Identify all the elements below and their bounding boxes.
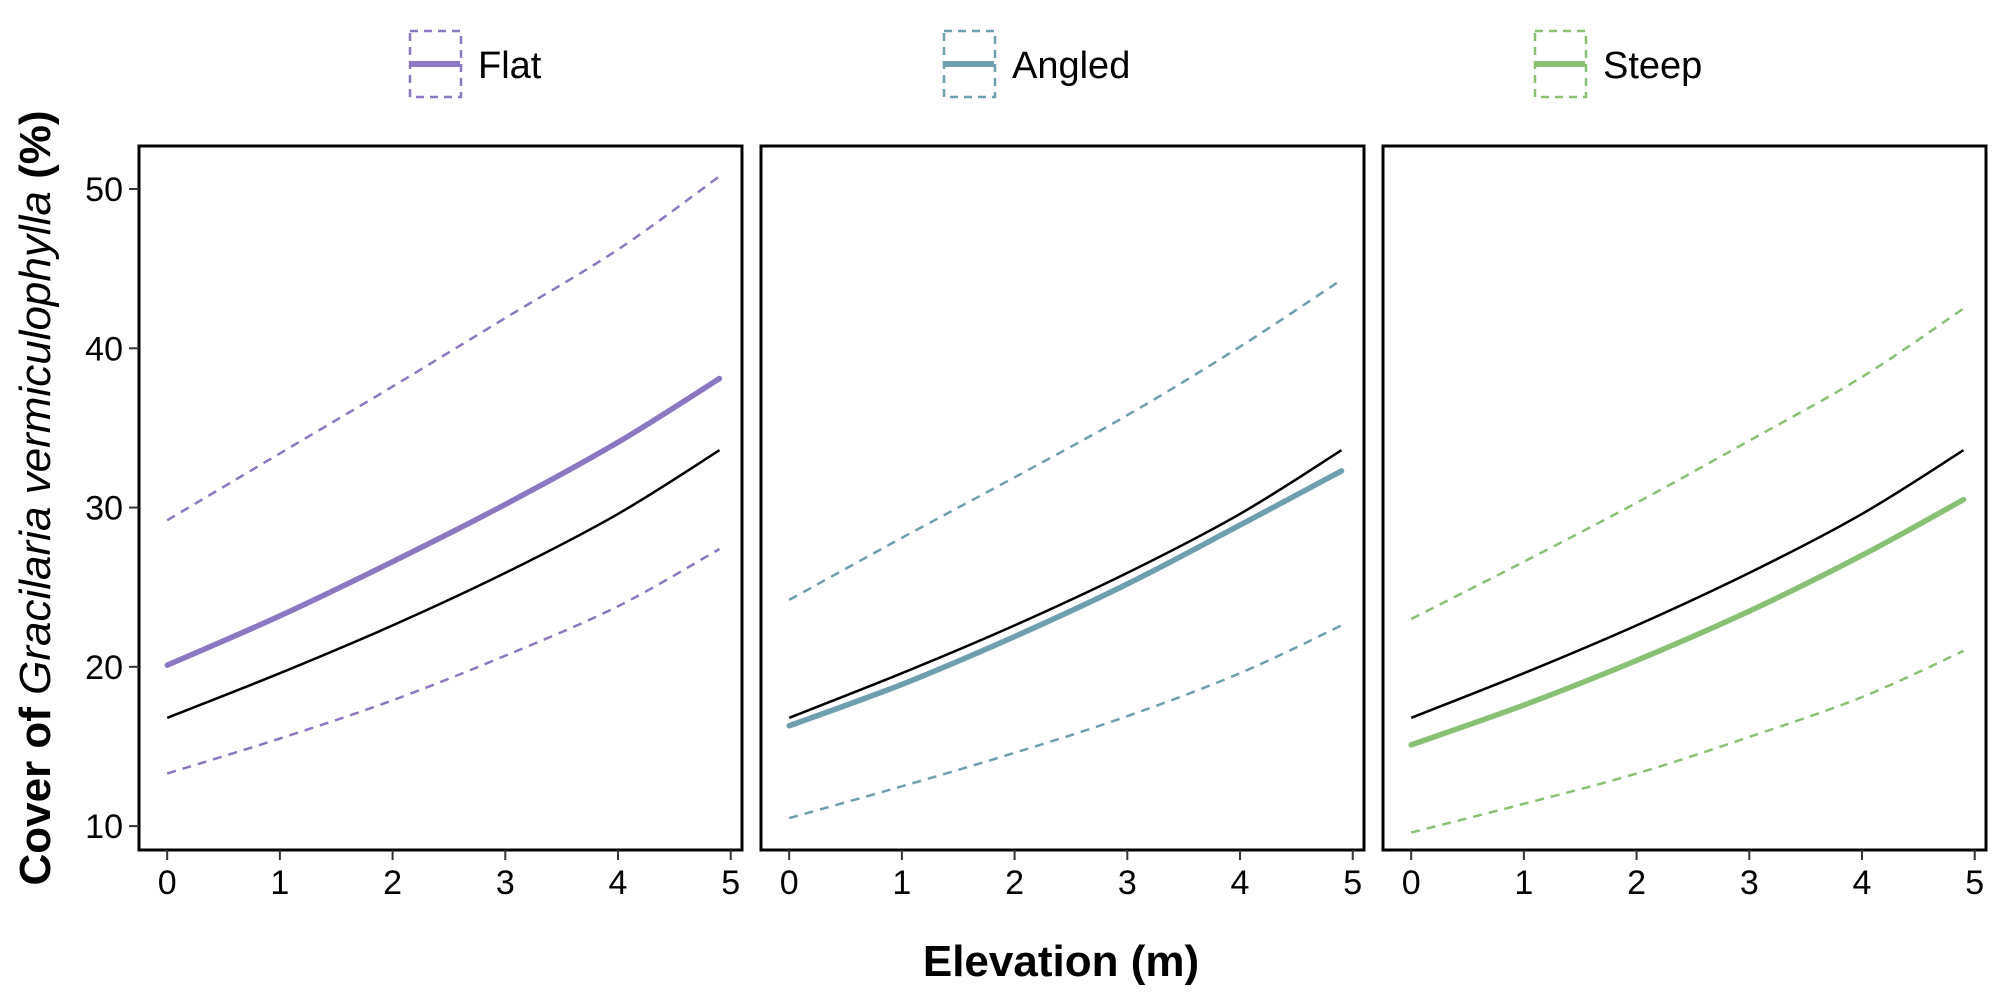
- upper-ci-line: [166, 175, 721, 522]
- x-tick-label: 1: [270, 864, 289, 902]
- x-tick-label: 1: [1514, 864, 1533, 902]
- panel-flat: 0 1 2 3 4 5 10 20 30 40 50: [85, 144, 744, 902]
- x-tick-label: 3: [496, 864, 515, 902]
- fit-line: [164, 375, 723, 668]
- x-tick-label: 0: [780, 864, 799, 902]
- x-tick-label: 2: [1005, 864, 1024, 902]
- x-tick-label: 2: [383, 864, 402, 902]
- legend-item-steep: Steep: [1533, 29, 1702, 99]
- legend-label: Flat: [478, 45, 542, 87]
- x-tick-label: 4: [609, 864, 628, 902]
- reference-line: [1410, 449, 1965, 719]
- upper-ci-line: [1410, 307, 1965, 621]
- y-tick-label: 30: [85, 490, 123, 528]
- y-axis-title-part: Cover of: [11, 695, 60, 886]
- fit-line: [786, 468, 1345, 729]
- x-tick-label: 5: [1343, 864, 1362, 902]
- y-tick-label: 10: [85, 808, 123, 846]
- y-tick-label: 40: [85, 330, 123, 368]
- panel-angled: 0 1 2 3 4 5: [759, 144, 1366, 902]
- x-tick-label: 3: [1118, 864, 1137, 902]
- y-axis-title: Cover of Gracilaria vermiculophylla (%): [11, 110, 60, 885]
- legend-label: Angled: [1012, 45, 1130, 87]
- x-tick-label: 0: [158, 864, 177, 902]
- x-tick-label: 4: [1231, 864, 1250, 902]
- y-axis-title-species: Gracilaria vermiculophylla: [11, 191, 60, 695]
- lower-ci-line: [166, 547, 721, 775]
- legend-item-angled: Angled: [942, 29, 1130, 99]
- legend-key-box: [1533, 29, 1588, 99]
- x-tick-label: 0: [1402, 864, 1421, 902]
- legend-key-box: [408, 29, 463, 99]
- legend-item-flat: Flat: [408, 29, 542, 99]
- lower-ci-line: [788, 624, 1343, 820]
- upper-ci-line: [788, 278, 1343, 601]
- panel-frame: [1381, 144, 1988, 852]
- panel-frame: [759, 144, 1366, 852]
- reference-line: [788, 449, 1343, 719]
- y-tick-label: 20: [85, 649, 123, 687]
- lower-ci-line: [1410, 649, 1965, 834]
- legend-key-box: [942, 29, 997, 99]
- x-tick-label: 2: [1627, 864, 1646, 902]
- y-tick-label: 50: [85, 171, 123, 209]
- fit-line: [1408, 496, 1967, 748]
- panel-steep: 0 1 2 3 4 5: [1381, 144, 1988, 902]
- reference-line: [166, 449, 721, 719]
- panel-frame: [137, 144, 744, 852]
- x-tick-label: 5: [1965, 864, 1984, 902]
- y-axis-title-part: (%): [11, 110, 60, 191]
- x-tick-label: 5: [721, 864, 740, 902]
- x-tick-label: 4: [1853, 864, 1872, 902]
- x-axis-title: Elevation (m): [923, 937, 1199, 986]
- x-tick-label: 1: [892, 864, 911, 902]
- legend-label: Steep: [1603, 45, 1702, 87]
- x-tick-label: 3: [1740, 864, 1759, 902]
